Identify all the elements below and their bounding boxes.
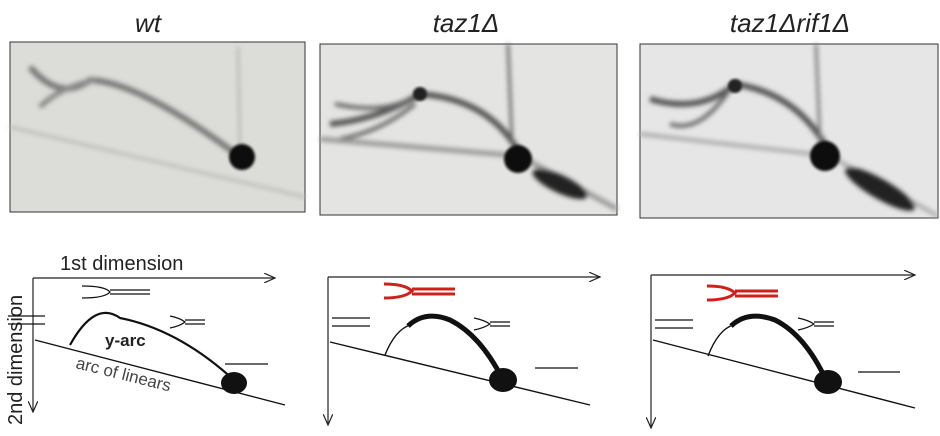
y-arc-label: y-arc bbox=[105, 331, 146, 350]
linear-arc bbox=[330, 342, 590, 405]
fork-icon bbox=[82, 286, 150, 298]
panel-title: taz1Δ bbox=[433, 8, 500, 38]
y-arc bbox=[708, 325, 733, 356]
linear-arc-label: arc of linears bbox=[74, 353, 173, 395]
spot bbox=[489, 368, 517, 392]
linear-arc bbox=[35, 340, 285, 405]
schematic bbox=[328, 277, 600, 425]
y-axis-label: 2nd dimension bbox=[5, 295, 27, 425]
fork-icon bbox=[798, 318, 834, 330]
gel-image bbox=[640, 44, 938, 218]
spot bbox=[221, 372, 247, 394]
schematic: 1st dimension 2nd dimension y-arc arc of… bbox=[5, 253, 285, 425]
x-axis-label: 1st dimension bbox=[60, 253, 183, 275]
linear-arc bbox=[653, 340, 915, 408]
gel-image bbox=[10, 42, 305, 212]
panel-title: taz1Δrif1Δ bbox=[730, 8, 850, 38]
fork-icon bbox=[170, 316, 205, 328]
spot bbox=[814, 370, 842, 394]
schematic bbox=[651, 275, 915, 428]
y-arc bbox=[385, 325, 410, 355]
gel-image bbox=[320, 44, 617, 215]
panel-title: wt bbox=[135, 8, 163, 38]
fork-icon bbox=[384, 284, 455, 298]
linear-icon bbox=[655, 320, 900, 372]
fork-icon bbox=[474, 318, 510, 330]
fork-icon bbox=[707, 286, 778, 300]
figure: wt taz1Δ taz1Δrif1Δ bbox=[0, 0, 940, 436]
